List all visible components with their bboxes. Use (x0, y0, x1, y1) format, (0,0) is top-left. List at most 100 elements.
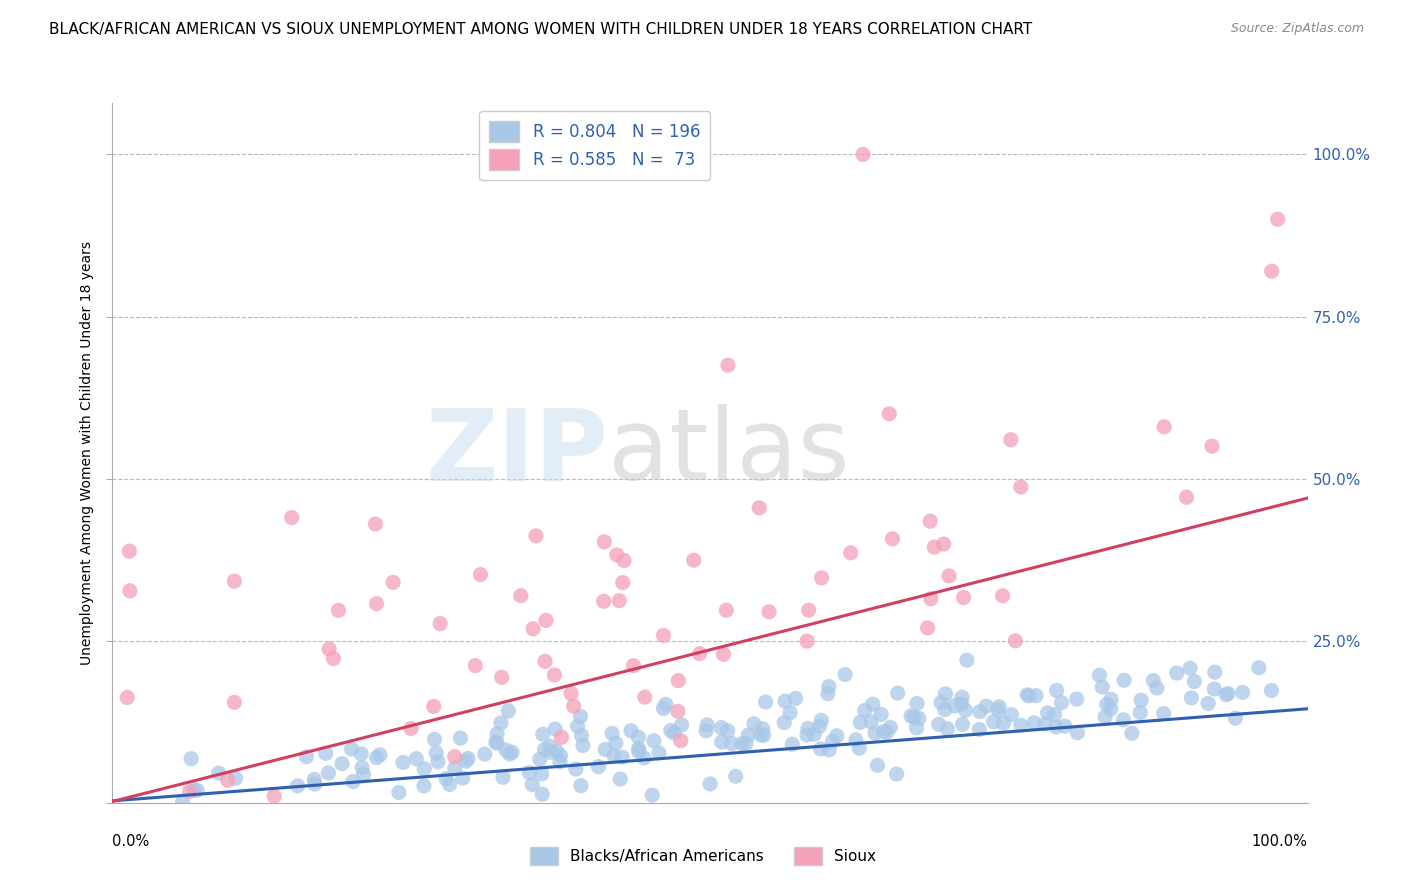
Point (548, 755, 571, 769)
Point (382, 575, 405, 590)
Point (609, 772, 631, 786)
Point (366, 597, 388, 611)
Point (538, 739, 561, 754)
Point (689, 647, 711, 661)
Point (572, 739, 595, 753)
Point (485, 735, 508, 749)
Point (1204, 681, 1226, 696)
Point (803, 727, 825, 741)
Point (1022, 715, 1045, 730)
Point (593, 534, 616, 549)
Point (474, 747, 496, 761)
Point (498, 747, 520, 761)
Point (330, 756, 353, 771)
Point (671, 718, 693, 732)
Point (974, 699, 997, 714)
Point (969, 723, 991, 737)
Point (318, 766, 340, 780)
Point (1033, 717, 1056, 731)
Point (607, 593, 630, 607)
Point (1114, 673, 1136, 688)
Point (612, 750, 634, 764)
Point (519, 765, 541, 780)
Point (796, 634, 818, 648)
Point (1099, 702, 1122, 716)
Point (413, 762, 436, 776)
Point (1045, 720, 1067, 734)
Point (1225, 711, 1247, 725)
Point (524, 529, 547, 543)
Point (509, 589, 531, 603)
Point (785, 691, 807, 706)
Point (118, 544, 141, 558)
Point (696, 718, 718, 732)
Point (1050, 696, 1073, 710)
Point (936, 722, 959, 736)
Point (863, 726, 886, 740)
Point (1197, 697, 1219, 711)
Point (217, 773, 239, 788)
Point (627, 730, 650, 744)
Point (627, 744, 650, 758)
Point (821, 734, 844, 748)
Point (848, 741, 870, 756)
Point (368, 747, 391, 762)
Point (749, 728, 772, 742)
Point (969, 705, 991, 719)
Point (886, 686, 908, 700)
Point (1112, 713, 1135, 727)
Point (315, 746, 337, 760)
Point (735, 736, 758, 750)
Point (470, 567, 492, 582)
Point (852, 147, 875, 161)
Point (924, 540, 946, 554)
Point (882, 532, 904, 546)
Point (1017, 688, 1039, 702)
Point (1066, 725, 1088, 739)
Point (180, 752, 202, 766)
Point (752, 728, 775, 742)
Point (634, 690, 657, 705)
Point (669, 733, 692, 747)
Point (773, 715, 796, 730)
Point (422, 699, 444, 714)
Point (423, 732, 446, 747)
Point (529, 752, 551, 766)
Point (779, 706, 801, 720)
Point (1178, 661, 1201, 675)
Point (796, 728, 818, 742)
Point (603, 748, 626, 763)
Point (724, 769, 747, 783)
Point (457, 751, 479, 765)
Point (652, 701, 675, 715)
Point (988, 699, 1011, 714)
Point (172, 796, 194, 810)
Point (426, 755, 449, 769)
Point (352, 760, 374, 774)
Point (742, 716, 765, 731)
Point (1201, 439, 1223, 453)
Point (655, 698, 678, 712)
Point (1099, 692, 1122, 706)
Point (627, 741, 650, 756)
Point (449, 731, 471, 745)
Point (530, 767, 553, 781)
Text: atlas: atlas (609, 404, 851, 501)
Point (392, 756, 415, 770)
Point (522, 778, 544, 792)
Point (1018, 689, 1040, 703)
Point (451, 771, 474, 785)
Point (1043, 707, 1066, 722)
Point (1010, 480, 1032, 494)
Text: 0.0%: 0.0% (112, 834, 149, 849)
Point (1247, 661, 1270, 675)
Point (464, 658, 486, 673)
Point (543, 668, 565, 682)
Point (1216, 687, 1239, 701)
Point (1166, 666, 1188, 681)
Point (752, 722, 775, 736)
Point (350, 747, 373, 761)
Point (659, 723, 682, 738)
Point (179, 784, 201, 798)
Point (1036, 706, 1059, 720)
